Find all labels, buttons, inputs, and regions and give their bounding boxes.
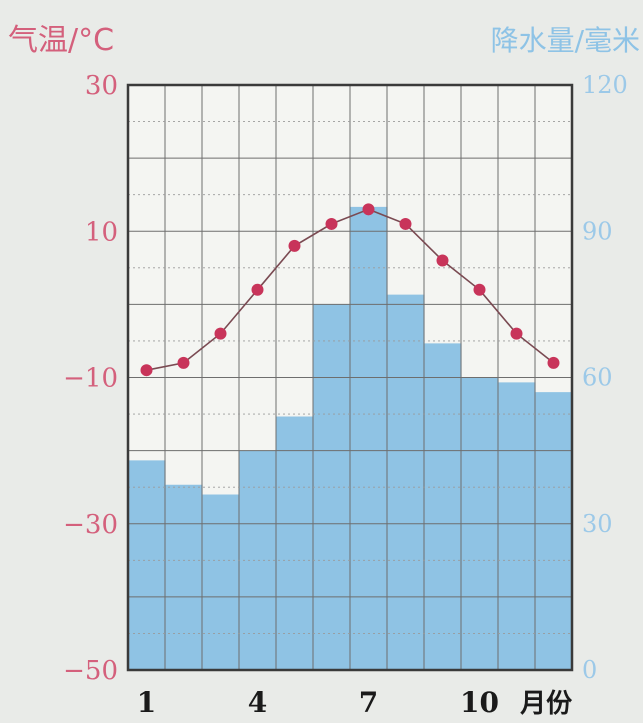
precipitation-bar-5 bbox=[276, 416, 314, 670]
precipitation-tick-label: 90 bbox=[582, 217, 613, 245]
temperature-point-8 bbox=[399, 217, 412, 230]
precipitation-bar-3 bbox=[202, 494, 240, 670]
temperature-point-5 bbox=[288, 239, 301, 252]
x-axis-unit: 月份 bbox=[519, 689, 572, 719]
precipitation-bar-12 bbox=[535, 392, 573, 670]
temperature-point-10 bbox=[473, 283, 486, 296]
temperature-tick-label: −10 bbox=[63, 364, 118, 394]
month-tick-label: 4 bbox=[248, 686, 267, 719]
precipitation-tick-label: 0 bbox=[582, 656, 597, 684]
month-tick-label: 1 bbox=[137, 686, 156, 719]
temperature-point-6 bbox=[325, 217, 338, 230]
month-tick-label: 10 bbox=[460, 686, 499, 719]
precipitation-tick-label: 60 bbox=[582, 364, 613, 392]
precipitation-bar-7 bbox=[350, 206, 388, 670]
precipitation-tick-label: 120 bbox=[582, 71, 628, 99]
temperature-line bbox=[146, 208, 554, 371]
temperature-point-1 bbox=[140, 364, 153, 377]
temperature-point-12 bbox=[547, 356, 560, 369]
precipitation-bar-8 bbox=[387, 294, 425, 670]
temperature-point-3 bbox=[214, 327, 227, 340]
precipitation-bar-1 bbox=[128, 460, 166, 670]
temperature-tick-label: 30 bbox=[85, 71, 118, 101]
temperature-point-9 bbox=[436, 254, 449, 267]
plot-frame bbox=[126, 83, 574, 672]
temperature-axis-title: 气温/°C bbox=[8, 23, 114, 58]
temperature-point-7 bbox=[362, 203, 375, 216]
temperature-tick-label: −50 bbox=[63, 656, 118, 686]
precipitation-bar-9 bbox=[424, 343, 462, 670]
temperature-point-4 bbox=[251, 283, 264, 296]
temperature-point-11 bbox=[510, 327, 523, 340]
precipitation-axis-title: 降水量/毫米 bbox=[491, 24, 640, 57]
precipitation-bar-2 bbox=[165, 484, 203, 670]
temperature-point-2 bbox=[177, 356, 190, 369]
temperature-tick-label: −30 bbox=[63, 510, 118, 540]
month-tick-label: 7 bbox=[359, 686, 378, 719]
temperature-tick-label: 10 bbox=[85, 217, 118, 247]
precipitation-bar-4 bbox=[239, 450, 277, 670]
precipitation-bar-11 bbox=[498, 382, 536, 670]
precipitation-tick-label: 30 bbox=[582, 510, 613, 538]
